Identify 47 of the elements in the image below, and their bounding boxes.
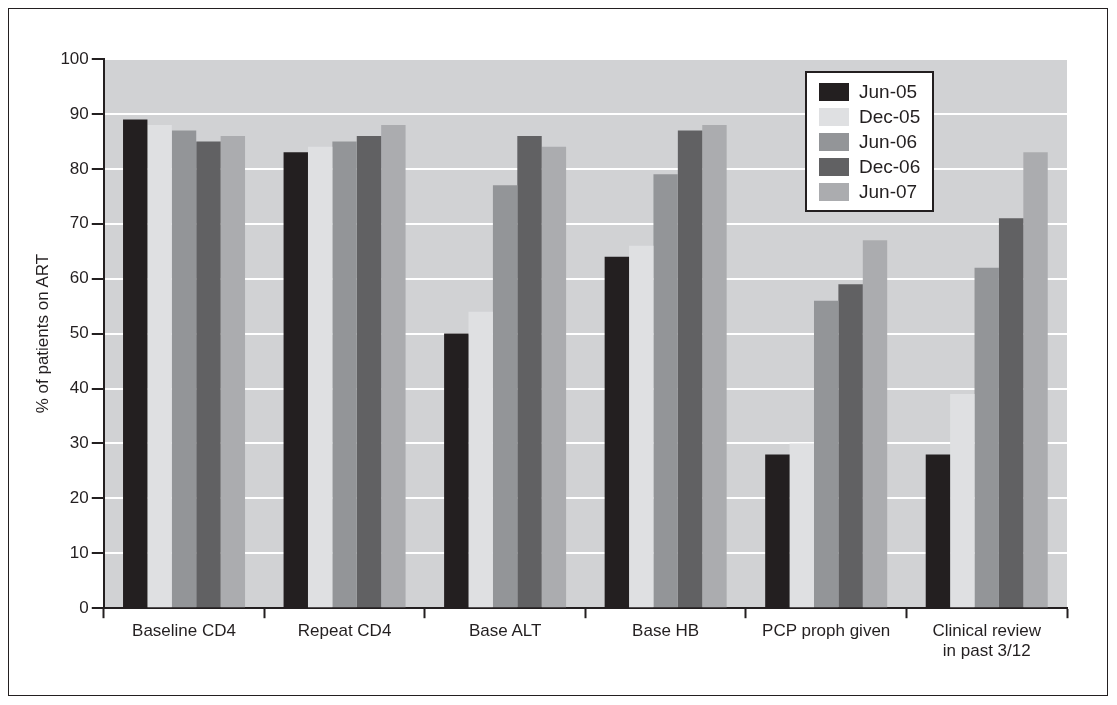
y-tick-label: 50 <box>69 323 89 343</box>
bar <box>789 443 814 608</box>
y-tick-label: 70 <box>69 213 89 233</box>
bar <box>468 311 493 608</box>
x-tick-label: PCP proph given <box>762 621 891 641</box>
legend-label: Jun-06 <box>859 130 918 154</box>
bar <box>974 267 999 608</box>
y-tick-label: 20 <box>69 488 89 508</box>
legend-label: Dec-06 <box>859 155 921 179</box>
x-tick-label: Base HB <box>632 621 700 641</box>
bar <box>629 245 654 608</box>
bar <box>307 146 333 608</box>
legend-label: Jun-05 <box>859 80 918 104</box>
y-axis-title: % of patients on ART <box>32 253 52 414</box>
bar <box>998 218 1024 608</box>
bar <box>517 135 542 608</box>
y-tick-label: 100 <box>60 48 89 68</box>
x-tick-label: Baseline CD4 <box>132 621 237 641</box>
y-tick-label: 90 <box>69 103 89 123</box>
bar <box>838 284 863 608</box>
bar <box>702 124 727 608</box>
y-tick-label: 80 <box>69 158 89 178</box>
y-tick-label: 60 <box>69 268 89 288</box>
bar <box>677 130 703 608</box>
bar <box>220 135 246 608</box>
bar <box>950 394 975 608</box>
y-tick-label: 40 <box>69 378 89 398</box>
bar <box>1023 152 1048 608</box>
legend-label: Jun-07 <box>859 180 918 204</box>
y-tick-label: 10 <box>69 542 89 562</box>
x-tick-label: Base ALT <box>468 621 542 641</box>
bar <box>653 174 678 608</box>
bar <box>332 141 357 608</box>
bar <box>492 185 518 608</box>
x-tick-label: Repeat CD4 <box>297 621 392 641</box>
bar <box>862 240 888 608</box>
bar <box>196 141 221 608</box>
bar <box>356 135 382 608</box>
legend-label: Dec-05 <box>859 105 921 129</box>
bar <box>171 130 197 608</box>
bar <box>381 124 406 608</box>
x-tick-label: Clinical review in past 3/12 <box>932 621 1042 661</box>
y-tick-label: 30 <box>69 433 89 453</box>
bar <box>541 146 567 608</box>
bar <box>813 300 839 608</box>
bar <box>147 124 172 608</box>
y-tick-label: 0 <box>79 597 89 617</box>
